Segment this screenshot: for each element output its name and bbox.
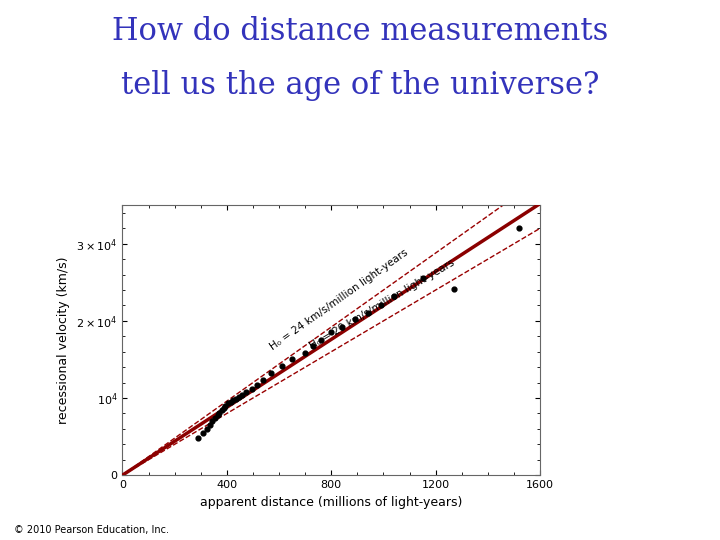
X-axis label: apparent distance (millions of light-years): apparent distance (millions of light-yea… — [200, 496, 462, 509]
Point — [197, 428, 209, 437]
Point — [388, 292, 400, 301]
Point — [204, 421, 215, 429]
Point — [210, 414, 221, 422]
Point — [228, 396, 239, 404]
Point — [307, 341, 319, 350]
Point — [192, 434, 204, 442]
Point — [251, 381, 263, 389]
Point — [349, 315, 361, 323]
Point — [218, 404, 230, 413]
Point — [207, 417, 218, 426]
Y-axis label: recessional velocity (km/s): recessional velocity (km/s) — [58, 256, 71, 424]
Point — [315, 336, 327, 345]
Point — [246, 384, 257, 393]
Point — [214, 408, 225, 417]
Text: © 2010 Pearson Education, Inc.: © 2010 Pearson Education, Inc. — [14, 524, 169, 535]
Point — [276, 361, 287, 370]
Point — [220, 401, 231, 410]
Point — [336, 323, 347, 332]
Point — [362, 309, 374, 318]
Point — [202, 424, 213, 433]
Text: H₀ = 20 km/s/million light-years: H₀ = 20 km/s/million light-years — [308, 258, 456, 351]
Point — [225, 397, 236, 406]
Point — [513, 224, 525, 233]
Point — [222, 399, 234, 408]
Point — [233, 393, 244, 402]
Point — [237, 390, 248, 399]
Point — [212, 411, 223, 420]
Point — [230, 395, 242, 403]
Point — [300, 349, 311, 357]
Point — [240, 388, 252, 396]
Point — [417, 274, 428, 283]
Point — [448, 284, 459, 293]
Point — [258, 375, 269, 384]
Point — [266, 369, 277, 377]
Text: tell us the age of the universe?: tell us the age of the universe? — [121, 70, 599, 101]
Point — [325, 328, 337, 337]
Point — [375, 301, 387, 310]
Point — [287, 355, 298, 364]
Point — [216, 406, 228, 415]
Text: How do distance measurements: How do distance measurements — [112, 16, 608, 47]
Text: H₀ = 24 km/s/million light-years: H₀ = 24 km/s/million light-years — [268, 248, 410, 353]
